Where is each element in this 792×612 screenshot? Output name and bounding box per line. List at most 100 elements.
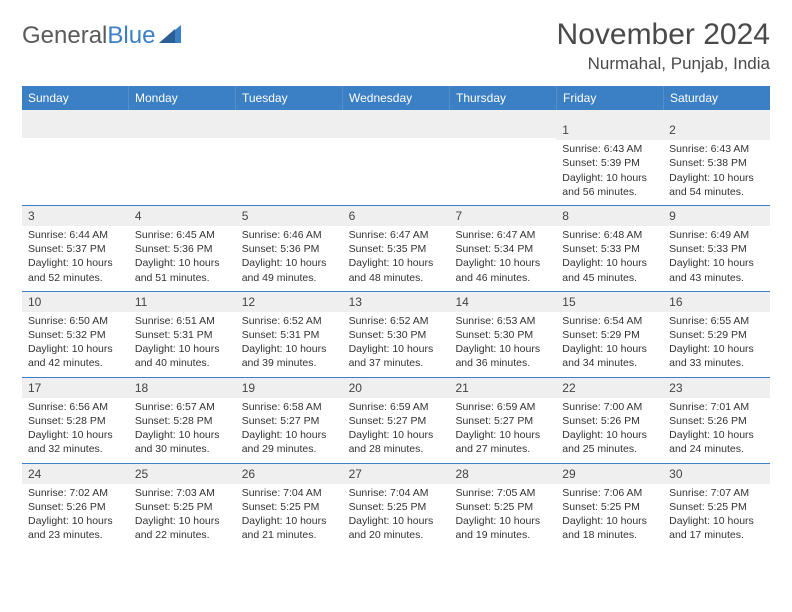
day-cell: 10Sunrise: 6:50 AMSunset: 5:32 PMDayligh… <box>22 292 129 377</box>
day-body: Sunrise: 6:52 AMSunset: 5:31 PMDaylight:… <box>236 312 343 377</box>
day-header: Sunday <box>22 86 129 110</box>
day-body: Sunrise: 7:07 AMSunset: 5:25 PMDaylight:… <box>663 484 770 549</box>
day-header: Friday <box>557 86 664 110</box>
sunset-text: Sunset: 5:27 PM <box>242 414 337 428</box>
day-body: Sunrise: 6:58 AMSunset: 5:27 PMDaylight:… <box>236 398 343 463</box>
day-cell: 24Sunrise: 7:02 AMSunset: 5:26 PMDayligh… <box>22 464 129 549</box>
day-cell: 20Sunrise: 6:59 AMSunset: 5:27 PMDayligh… <box>343 378 450 463</box>
day-body: Sunrise: 6:59 AMSunset: 5:27 PMDaylight:… <box>343 398 450 463</box>
day-body: Sunrise: 7:05 AMSunset: 5:25 PMDaylight:… <box>449 484 556 549</box>
day-cell <box>236 120 343 205</box>
daylight-text: Daylight: 10 hours and 32 minutes. <box>28 428 123 456</box>
day-number: 21 <box>449 378 556 398</box>
sunset-text: Sunset: 5:25 PM <box>455 500 550 514</box>
day-number: 4 <box>129 206 236 226</box>
weeks-container: 1Sunrise: 6:43 AMSunset: 5:39 PMDaylight… <box>22 120 770 548</box>
sunrise-text: Sunrise: 6:55 AM <box>669 314 764 328</box>
daylight-text: Daylight: 10 hours and 25 minutes. <box>562 428 657 456</box>
day-body: Sunrise: 7:03 AMSunset: 5:25 PMDaylight:… <box>129 484 236 549</box>
sunset-text: Sunset: 5:36 PM <box>135 242 230 256</box>
sunset-text: Sunset: 5:25 PM <box>562 500 657 514</box>
day-number: 27 <box>343 464 450 484</box>
sunrise-text: Sunrise: 6:45 AM <box>135 228 230 242</box>
day-number <box>22 120 129 138</box>
spacer-row <box>22 110 770 120</box>
day-number: 15 <box>556 292 663 312</box>
day-number: 25 <box>129 464 236 484</box>
month-title: November 2024 <box>557 18 770 52</box>
daylight-text: Daylight: 10 hours and 49 minutes. <box>242 256 337 284</box>
daylight-text: Daylight: 10 hours and 33 minutes. <box>669 342 764 370</box>
location: Nurmahal, Punjab, India <box>557 54 770 74</box>
daylight-text: Daylight: 10 hours and 28 minutes. <box>349 428 444 456</box>
daylight-text: Daylight: 10 hours and 17 minutes. <box>669 514 764 542</box>
daylight-text: Daylight: 10 hours and 43 minutes. <box>669 256 764 284</box>
sunrise-text: Sunrise: 6:47 AM <box>455 228 550 242</box>
sunrise-text: Sunrise: 7:04 AM <box>242 486 337 500</box>
sunset-text: Sunset: 5:38 PM <box>669 156 764 170</box>
daylight-text: Daylight: 10 hours and 30 minutes. <box>135 428 230 456</box>
day-number: 3 <box>22 206 129 226</box>
sunrise-text: Sunrise: 7:05 AM <box>455 486 550 500</box>
sunset-text: Sunset: 5:27 PM <box>455 414 550 428</box>
sunset-text: Sunset: 5:31 PM <box>135 328 230 342</box>
daylight-text: Daylight: 10 hours and 48 minutes. <box>349 256 444 284</box>
day-cell: 6Sunrise: 6:47 AMSunset: 5:35 PMDaylight… <box>343 206 450 291</box>
day-cell <box>449 120 556 205</box>
day-body: Sunrise: 6:47 AMSunset: 5:34 PMDaylight:… <box>449 226 556 291</box>
day-cell <box>129 120 236 205</box>
day-body: Sunrise: 6:45 AMSunset: 5:36 PMDaylight:… <box>129 226 236 291</box>
day-number: 17 <box>22 378 129 398</box>
daylight-text: Daylight: 10 hours and 18 minutes. <box>562 514 657 542</box>
sunset-text: Sunset: 5:34 PM <box>455 242 550 256</box>
day-header: Thursday <box>450 86 557 110</box>
day-number: 12 <box>236 292 343 312</box>
day-number: 7 <box>449 206 556 226</box>
daylight-text: Daylight: 10 hours and 20 minutes. <box>349 514 444 542</box>
sunset-text: Sunset: 5:30 PM <box>455 328 550 342</box>
day-body: Sunrise: 6:55 AMSunset: 5:29 PMDaylight:… <box>663 312 770 377</box>
day-number: 22 <box>556 378 663 398</box>
day-cell: 28Sunrise: 7:05 AMSunset: 5:25 PMDayligh… <box>449 464 556 549</box>
daylight-text: Daylight: 10 hours and 19 minutes. <box>455 514 550 542</box>
day-headers-row: SundayMondayTuesdayWednesdayThursdayFrid… <box>22 86 770 110</box>
day-number: 13 <box>343 292 450 312</box>
day-cell: 29Sunrise: 7:06 AMSunset: 5:25 PMDayligh… <box>556 464 663 549</box>
day-cell: 27Sunrise: 7:04 AMSunset: 5:25 PMDayligh… <box>343 464 450 549</box>
daylight-text: Daylight: 10 hours and 46 minutes. <box>455 256 550 284</box>
day-cell: 3Sunrise: 6:44 AMSunset: 5:37 PMDaylight… <box>22 206 129 291</box>
header: GeneralBlue November 2024 Nurmahal, Punj… <box>22 18 770 74</box>
sunset-text: Sunset: 5:26 PM <box>669 414 764 428</box>
day-cell: 16Sunrise: 6:55 AMSunset: 5:29 PMDayligh… <box>663 292 770 377</box>
sunrise-text: Sunrise: 6:59 AM <box>455 400 550 414</box>
day-body: Sunrise: 6:43 AMSunset: 5:39 PMDaylight:… <box>556 140 663 205</box>
sunrise-text: Sunrise: 7:01 AM <box>669 400 764 414</box>
day-body: Sunrise: 6:54 AMSunset: 5:29 PMDaylight:… <box>556 312 663 377</box>
sunrise-text: Sunrise: 6:50 AM <box>28 314 123 328</box>
day-cell: 7Sunrise: 6:47 AMSunset: 5:34 PMDaylight… <box>449 206 556 291</box>
day-number: 5 <box>236 206 343 226</box>
sunrise-text: Sunrise: 6:57 AM <box>135 400 230 414</box>
week-row: 17Sunrise: 6:56 AMSunset: 5:28 PMDayligh… <box>22 377 770 463</box>
day-body: Sunrise: 6:53 AMSunset: 5:30 PMDaylight:… <box>449 312 556 377</box>
day-number <box>129 120 236 138</box>
sunset-text: Sunset: 5:35 PM <box>349 242 444 256</box>
day-cell: 5Sunrise: 6:46 AMSunset: 5:36 PMDaylight… <box>236 206 343 291</box>
day-body: Sunrise: 6:52 AMSunset: 5:30 PMDaylight:… <box>343 312 450 377</box>
day-cell: 13Sunrise: 6:52 AMSunset: 5:30 PMDayligh… <box>343 292 450 377</box>
day-number: 11 <box>129 292 236 312</box>
day-number: 29 <box>556 464 663 484</box>
sunset-text: Sunset: 5:29 PM <box>669 328 764 342</box>
daylight-text: Daylight: 10 hours and 37 minutes. <box>349 342 444 370</box>
day-header: Monday <box>129 86 236 110</box>
day-body: Sunrise: 6:56 AMSunset: 5:28 PMDaylight:… <box>22 398 129 463</box>
title-block: November 2024 Nurmahal, Punjab, India <box>557 18 770 74</box>
day-number <box>449 120 556 138</box>
day-cell: 30Sunrise: 7:07 AMSunset: 5:25 PMDayligh… <box>663 464 770 549</box>
logo-text-blue: Blue <box>107 22 155 50</box>
day-number: 24 <box>22 464 129 484</box>
day-body: Sunrise: 7:01 AMSunset: 5:26 PMDaylight:… <box>663 398 770 463</box>
day-body: Sunrise: 7:04 AMSunset: 5:25 PMDaylight:… <box>343 484 450 549</box>
sunrise-text: Sunrise: 6:52 AM <box>242 314 337 328</box>
sunrise-text: Sunrise: 6:47 AM <box>349 228 444 242</box>
